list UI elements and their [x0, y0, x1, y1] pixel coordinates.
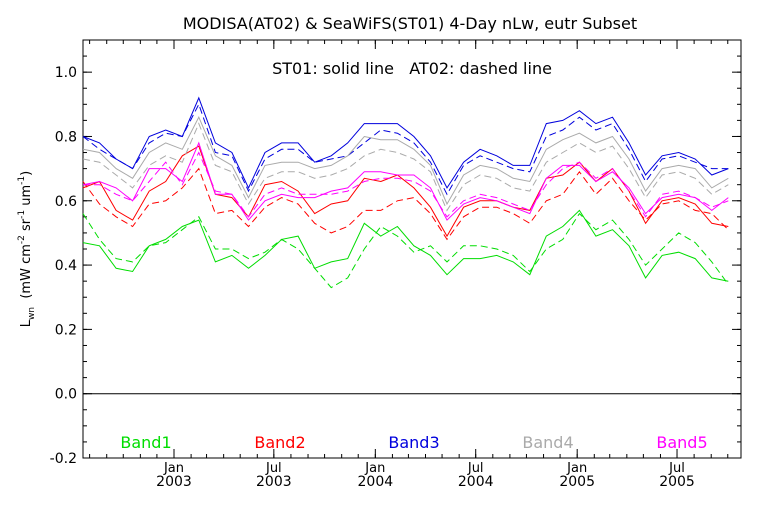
y-axis-label-um: um: [19, 185, 34, 210]
x-tick-year: 2003: [256, 474, 292, 490]
series-line-band1-solid: [82, 209, 729, 282]
x-tick-month: Jan: [364, 461, 385, 476]
y-axis-label-cm-exp: -2: [17, 235, 27, 244]
x-tick-month: Jan: [566, 461, 587, 476]
x-tick-year: 2005: [659, 474, 695, 490]
x-tick-year: 2003: [156, 474, 192, 490]
y-axis-label-sr: sr: [19, 218, 34, 235]
y-tick-label: 0.2: [55, 322, 77, 338]
y-axis-label-sub: wn: [27, 307, 37, 320]
legend: Band1 Band2 Band3 Band4 Band5: [120, 433, 707, 452]
series-line-band2-dashed: [82, 167, 729, 241]
legend-label-band5: Band5: [656, 433, 707, 452]
y-axis-label: Lwn (mW cm-2 sr-1 um-1): [17, 171, 37, 327]
x-tick-month: Jan: [163, 461, 184, 476]
x-tick-year: 2004: [458, 474, 494, 490]
plot-frame: [82, 39, 742, 459]
y-tick-label: 0.8: [55, 129, 77, 145]
y-tick-label: 1.0: [55, 65, 77, 81]
x-tick-month: Jul: [668, 461, 685, 476]
x-tick-month: Jul: [467, 461, 484, 476]
series-line-band3-dashed: [82, 103, 729, 196]
y-axis-label-main: L: [19, 319, 34, 327]
y-axis: -0.2 0.0 0.2 0.4 0.6 0.8 1.0: [50, 39, 741, 467]
x-tick-year: 2005: [559, 474, 595, 490]
x-tick-month: Jul: [265, 461, 282, 476]
y-axis-label-sr-exp: -1: [17, 210, 27, 219]
series-line-band3-solid: [82, 96, 729, 190]
y-tick-label: 0.0: [55, 387, 77, 403]
chart-title: MODISA(AT02) & SeaWiFS(ST01) 4-Day nLw, …: [183, 14, 637, 33]
legend-label-band4: Band4: [522, 433, 573, 452]
y-axis-label-units: (mW cm: [19, 244, 34, 299]
legend-label-band3: Band3: [388, 433, 439, 452]
y-tick-label: 0.6: [55, 194, 77, 210]
x-axis: Jan2003Jul2003Jan2004Jul2004Jan2005Jul20…: [89, 40, 729, 490]
y-tick-label: -0.2: [50, 451, 77, 467]
series-line-band5-dashed: [83, 151, 729, 218]
series-lines: [82, 96, 729, 289]
legend-label-band1: Band1: [120, 433, 171, 452]
y-tick-label: 0.4: [55, 258, 77, 274]
y-axis-label-um-exp: -1: [17, 176, 27, 185]
x-tick-year: 2004: [358, 474, 394, 490]
y-axis-label-close: ): [19, 171, 34, 176]
series-line-band4-solid: [82, 116, 729, 206]
series-line-band4-dashed: [82, 122, 729, 212]
chart-annotation: ST01: solid line AT02: dashed line: [272, 59, 552, 78]
series-line-band1-dashed: [82, 212, 729, 289]
legend-label-band2: Band2: [254, 433, 305, 452]
